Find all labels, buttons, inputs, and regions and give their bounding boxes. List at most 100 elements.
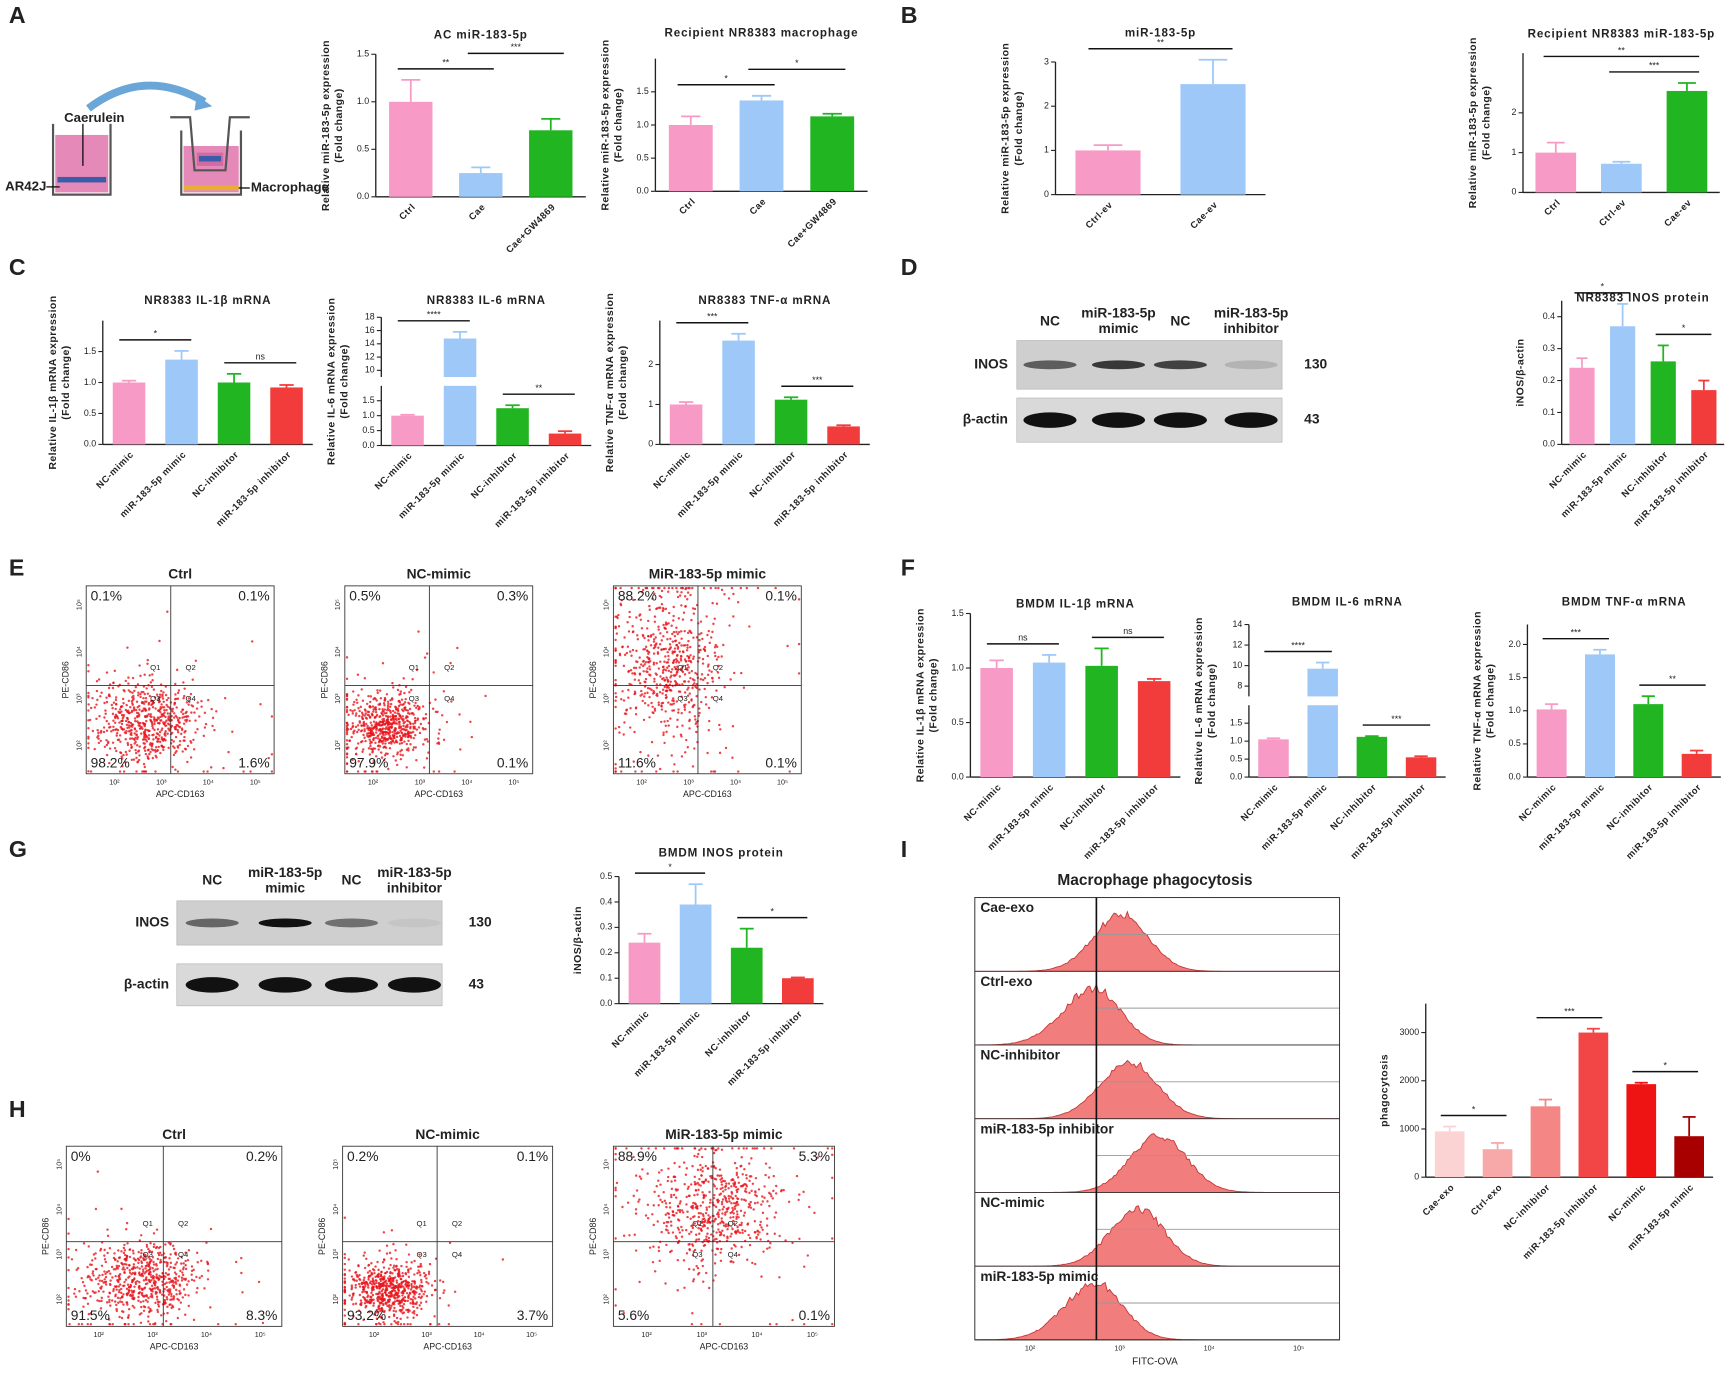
event-dot <box>731 1206 734 1210</box>
event-dot <box>418 1292 421 1296</box>
flow-frame <box>612 585 802 775</box>
event-dot <box>144 714 147 718</box>
event-dot <box>206 1278 210 1281</box>
event-dot <box>369 695 373 698</box>
flow-x-tick: 10² <box>636 778 647 786</box>
event-dot <box>133 1272 137 1276</box>
event-dot <box>740 671 743 675</box>
event-dot <box>143 749 147 752</box>
event-dot <box>154 718 157 721</box>
event-dot <box>721 1198 725 1201</box>
event-dot <box>112 1289 115 1293</box>
event-dot <box>707 1180 710 1183</box>
event-dot <box>686 694 690 697</box>
y-tick-label: 14 <box>365 338 375 348</box>
flow-y-tick: 10² <box>56 1294 64 1305</box>
event-dot <box>636 638 640 641</box>
event-dot <box>696 1155 699 1158</box>
event-dot <box>701 662 705 665</box>
event-dot <box>366 732 369 735</box>
event-dot <box>719 728 722 731</box>
event-dot <box>716 1201 720 1204</box>
event-dot <box>394 727 397 730</box>
event-dot <box>73 1287 77 1291</box>
event-dot <box>420 1285 424 1288</box>
event-dot <box>699 620 703 623</box>
event-dot <box>438 1279 442 1282</box>
event-dot <box>345 756 349 759</box>
event-dot <box>123 1322 127 1326</box>
event-dot <box>160 703 163 706</box>
event-dot <box>203 726 207 729</box>
event-dot <box>623 653 627 657</box>
event-dot <box>769 1242 772 1245</box>
event-dot <box>434 1288 437 1292</box>
event-dot <box>389 715 392 718</box>
event-dot <box>396 1320 400 1324</box>
event-dot <box>688 710 691 714</box>
event-dot <box>355 730 359 734</box>
event-dot <box>100 691 103 694</box>
event-dot <box>715 1237 718 1241</box>
flow-frame <box>344 585 534 775</box>
event-dot <box>671 1231 675 1234</box>
event-dot <box>730 1202 733 1205</box>
event-dot <box>372 720 376 723</box>
event-dot <box>123 1280 126 1284</box>
event-dot <box>128 1269 131 1272</box>
event-dot <box>137 694 140 697</box>
event-dot <box>405 1284 409 1287</box>
event-dot <box>661 609 665 613</box>
event-dot <box>701 657 705 661</box>
event-dot <box>149 715 152 718</box>
event-dot <box>174 751 177 754</box>
event-dot <box>160 738 164 741</box>
event-dot <box>126 716 129 720</box>
event-dot <box>442 1291 445 1295</box>
event-dot <box>240 1256 243 1260</box>
event-dot <box>751 1182 755 1186</box>
event-dot <box>638 1198 641 1201</box>
y-axis-label: (Fold change) <box>61 345 72 419</box>
event-dot <box>150 748 153 751</box>
event-dot <box>114 1268 117 1271</box>
event-dot <box>118 1277 122 1281</box>
event-dot <box>176 745 179 748</box>
event-dot <box>163 1256 166 1260</box>
event-dot <box>694 718 697 721</box>
event-dot <box>725 1182 728 1185</box>
event-dot <box>108 747 112 750</box>
event-dot <box>625 651 629 655</box>
event-dot <box>619 586 622 590</box>
bar <box>1691 390 1717 445</box>
event-dot <box>348 1294 351 1297</box>
event-dot <box>797 672 801 675</box>
event-dot <box>657 1249 661 1253</box>
event-dot <box>145 1245 149 1249</box>
event-dot <box>150 1309 153 1312</box>
event-dot <box>181 1273 185 1277</box>
event-dot <box>360 1281 364 1284</box>
event-dot <box>127 724 131 727</box>
event-dot <box>740 1221 743 1225</box>
event-dot <box>133 738 136 742</box>
event-dot <box>625 709 628 712</box>
event-dot <box>645 670 648 673</box>
event-dot <box>685 649 689 652</box>
event-dot <box>128 1248 132 1251</box>
panel-label: D <box>901 254 918 280</box>
event-dot <box>691 586 694 590</box>
flow-x-tick: 10⁴ <box>752 1331 763 1339</box>
event-dot <box>714 586 717 590</box>
event-dot <box>123 731 127 734</box>
event-dot <box>418 705 421 709</box>
event-dot <box>721 1229 724 1232</box>
event-dot <box>95 680 99 683</box>
event-dot <box>388 1303 391 1307</box>
event-dot <box>122 688 126 692</box>
event-dot <box>652 1245 655 1248</box>
event-dot <box>662 647 666 651</box>
event-dot <box>125 1287 129 1291</box>
event-dot <box>720 1183 724 1186</box>
event-dot <box>369 732 373 735</box>
